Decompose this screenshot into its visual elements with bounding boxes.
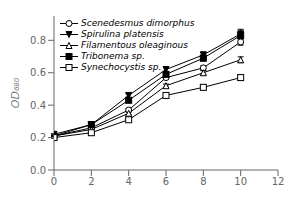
svg-text:6: 6 (163, 176, 169, 187)
svg-text:OD₆₈₀: OD₆₈₀ (9, 77, 22, 108)
svg-text:0.6: 0.6 (30, 67, 46, 78)
svg-text:0.4: 0.4 (30, 100, 46, 111)
html-text:Tribonema sp.: Tribonema sp. (81, 51, 145, 61)
svg-text:2: 2 (88, 176, 94, 187)
svg-text:4: 4 (125, 176, 131, 187)
svg-text:12: 12 (272, 176, 285, 187)
html-text:Filamentous oleaginous: Filamentous oleaginous (81, 40, 188, 50)
svg-text:0.8: 0.8 (30, 35, 46, 46)
svg-text:0.0: 0.0 (30, 165, 46, 176)
html-text:Synechocystis sp.: Synechocystis sp. (81, 62, 162, 72)
html-text:Scenedesmus dimorphus: Scenedesmus dimorphus (81, 18, 195, 28)
html-text:Spirulina platensis: Spirulina platensis (81, 29, 164, 39)
svg-text:10: 10 (234, 176, 247, 187)
svg-text:8: 8 (200, 176, 206, 187)
svg-text:0: 0 (51, 176, 57, 187)
svg-text:0.2: 0.2 (30, 132, 46, 143)
